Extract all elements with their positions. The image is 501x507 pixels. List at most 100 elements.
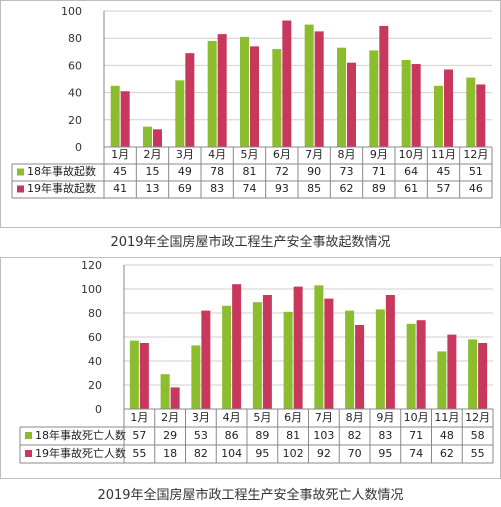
data-label: 83 (210, 182, 224, 195)
data-label: 62 (340, 182, 354, 195)
data-label: 85 (307, 182, 321, 195)
bar-series1 (304, 24, 314, 148)
data-label: 82 (194, 447, 208, 460)
data-label: 78 (210, 165, 224, 178)
data-label: 49 (178, 165, 192, 178)
data-label: 51 (469, 165, 483, 178)
y-tick-label: 20 (68, 114, 82, 127)
y-tick-label: 0 (75, 141, 82, 154)
category-label: 9月 (370, 148, 388, 161)
data-label: 82 (348, 429, 362, 442)
legend-swatch (17, 168, 24, 176)
data-label: 45 (437, 165, 451, 178)
data-label: 70 (348, 447, 362, 460)
bar-series1 (437, 351, 447, 409)
data-label: 102 (283, 447, 304, 460)
legend-swatch (17, 185, 24, 193)
category-label: 4月 (223, 411, 241, 424)
data-label: 73 (340, 165, 354, 178)
bar-series1 (369, 50, 379, 147)
data-label: 89 (255, 429, 269, 442)
category-label: 8月 (346, 411, 364, 424)
data-label: 62 (440, 447, 454, 460)
category-label: 7月 (315, 411, 333, 424)
bar-series2 (385, 295, 395, 409)
legend-label: 18年事故死亡人数 (35, 428, 126, 442)
y-tick-label: 100 (81, 283, 102, 296)
bar-series1 (345, 310, 355, 409)
bar-series1 (240, 36, 249, 148)
category-label: 2月 (144, 148, 162, 161)
bar-series1 (375, 309, 385, 409)
category-label: 7月 (305, 148, 323, 161)
bar-series2 (293, 286, 303, 409)
category-label: 4月 (208, 148, 226, 161)
legend-swatch (25, 432, 32, 439)
bar-series1 (110, 85, 120, 147)
bar-series2 (262, 295, 272, 409)
category-label: 1月 (111, 148, 129, 161)
data-label: 57 (437, 182, 451, 195)
y-tick-label: 80 (68, 32, 82, 45)
chart-caption-accident-counts: 2019年全国房屋市政工程生产安全事故起数情况 (110, 235, 391, 250)
bar-series2 (379, 25, 389, 147)
data-label: 41 (113, 182, 127, 195)
category-label: 9月 (376, 411, 394, 424)
bar-series2 (476, 84, 486, 147)
data-label: 55 (471, 447, 485, 460)
category-label: 12月 (463, 148, 488, 161)
bar-series2 (355, 325, 365, 409)
bar-series1 (252, 302, 262, 409)
category-label: 11月 (434, 411, 459, 424)
y-tick-label: 120 (81, 259, 102, 272)
bar-series2 (416, 320, 426, 409)
bar-series2 (282, 20, 292, 147)
bar-series2 (217, 34, 227, 148)
bar-series2 (139, 343, 149, 409)
chart-death-counts: 0 20 40 60 80 100 120 1月 2月 3月 4月 5月 6月 7月 8月 9月 10月 11月 1… (0, 257, 501, 479)
data-label: 72 (275, 165, 289, 178)
chart-death-counts-svg: 0 20 40 60 80 100 120 1月 2月 3月 4月 5月 6月 7月 8月 9月 10月 11月 1… (0, 257, 501, 479)
data-label: 92 (317, 447, 331, 460)
y-tick-label: 40 (88, 355, 102, 368)
chart-accident-counts-svg: 0 20 40 60 80 100 1月 2月 3月 4月 5月 6月 7月 8月 9月 10月 11月 12月 1… (0, 0, 501, 228)
bar-series1 (314, 285, 324, 409)
data-label: 15 (146, 165, 160, 178)
bar-series2 (478, 343, 488, 409)
bar-series1 (283, 311, 293, 409)
bar-series1 (434, 85, 443, 147)
bar-series2 (314, 31, 324, 147)
data-label: 90 (307, 165, 321, 178)
bar-series2 (447, 334, 457, 409)
bar-series1 (468, 339, 478, 409)
bar-series1 (222, 305, 232, 409)
bar-series2 (153, 129, 162, 147)
bar-series2 (232, 284, 242, 409)
category-label: 5月 (241, 148, 259, 161)
bar-series2 (170, 387, 180, 409)
data-label: 13 (146, 182, 160, 195)
data-label: 57 (132, 429, 146, 442)
data-label: 74 (409, 447, 423, 460)
data-label: 83 (378, 429, 392, 442)
category-label: 6月 (284, 411, 302, 424)
y-tick-label: 60 (88, 331, 102, 344)
data-label: 104 (221, 447, 242, 460)
data-label: 61 (404, 182, 418, 195)
data-label: 48 (440, 429, 454, 442)
bar-series2 (120, 91, 130, 147)
y-tick-label: 80 (88, 307, 102, 320)
data-label: 95 (378, 447, 392, 460)
data-label: 53 (194, 429, 208, 442)
y-tick-label: 20 (88, 379, 102, 392)
data-label: 46 (469, 182, 483, 195)
category-label: 2月 (161, 411, 179, 424)
data-label: 93 (275, 182, 289, 195)
bar-series2 (250, 46, 259, 147)
bar-series2 (324, 298, 334, 409)
category-label: 3月 (192, 411, 210, 424)
bar-series2 (347, 62, 356, 147)
bar-series1 (272, 49, 282, 147)
bar-series2 (185, 53, 195, 147)
bar-series2 (444, 69, 453, 147)
